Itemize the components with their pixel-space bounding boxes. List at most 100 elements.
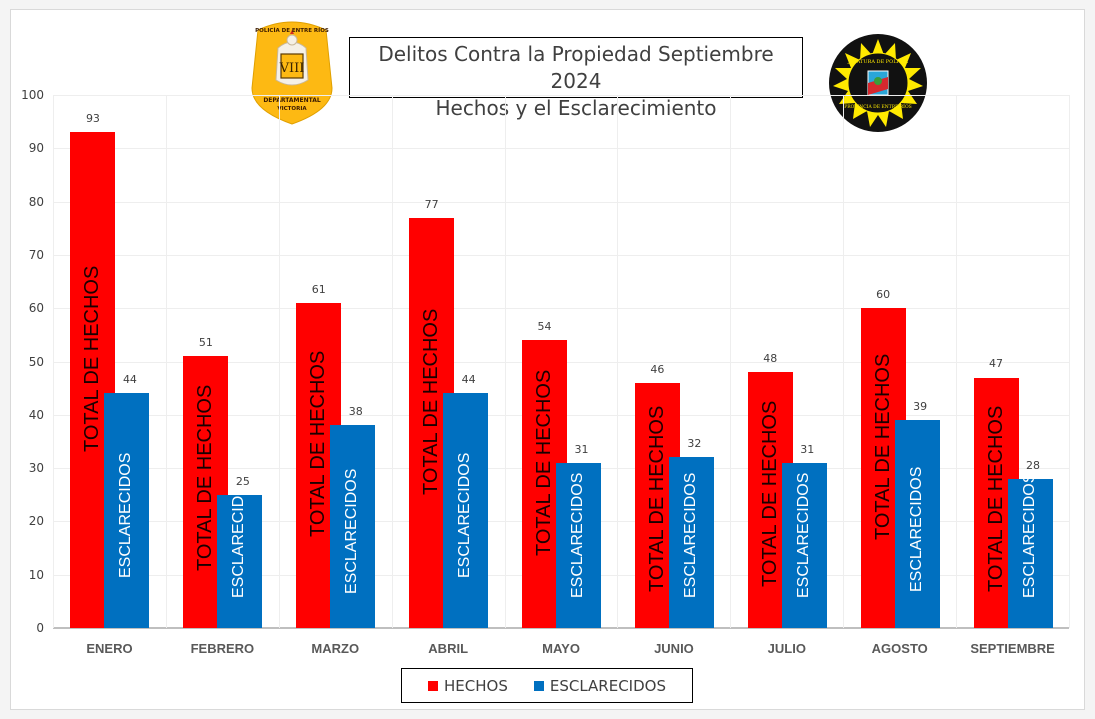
bar-esclarecidos-julio[interactable]: ESCLARECIDOS xyxy=(781,462,827,628)
bar-text-label: TOTAL DE HECHOS xyxy=(420,308,443,495)
bar-esclarecidos-enero[interactable]: ESCLARECIDOS xyxy=(104,393,150,628)
bar-text-label: TOTAL DE HECHOS xyxy=(871,353,894,540)
legend-swatch-hechos xyxy=(428,680,439,691)
value-label: 32 xyxy=(687,437,702,451)
value-label: 38 xyxy=(348,405,363,419)
vertical-gridline xyxy=(617,95,619,628)
gridline xyxy=(53,254,1069,256)
bar-inner: ESCLARECIDOS xyxy=(1008,479,1053,628)
bar-text-label: TOTAL DE HECHOS xyxy=(758,400,781,588)
value-label: 61 xyxy=(311,282,326,296)
bar-inner: ESCLARECIDOS xyxy=(217,495,262,628)
bar-esclarecidos-agosto[interactable]: ESCLARECIDOS xyxy=(894,420,940,628)
y-tick-label: 70 xyxy=(28,247,44,262)
police-departmental-badge-icon: VIII POLICÍA DE ENTRE RÍOS DEPARTAMENTAL… xyxy=(251,21,333,125)
bar-text-label: ESCLARECIDOS xyxy=(1020,478,1038,598)
vertical-gridline xyxy=(730,95,732,628)
y-tick-label: 60 xyxy=(28,301,44,316)
vertical-gridline xyxy=(504,95,506,628)
legend-label-esclarecidos: ESCLARECIDOS xyxy=(549,676,666,695)
value-label: 31 xyxy=(574,442,589,456)
bar-esclarecidos-febrero[interactable]: ESCLARECIDOS xyxy=(217,494,263,628)
x-category-label: MARZO xyxy=(311,641,360,656)
gridline xyxy=(53,308,1069,310)
bar-text-label: ESCLARECIDOS xyxy=(456,452,474,579)
gridline xyxy=(53,95,1069,96)
plot-area: TOTAL DE HECHOS 93 ESCLARECIDOS 44 TOTAL DE … xyxy=(53,95,1070,629)
bar-text-label: ESCLARECIDOS xyxy=(907,466,925,592)
bar-inner: ESCLARECIDOS xyxy=(104,393,149,628)
x-category-label: ENERO xyxy=(86,641,133,656)
bar-text-label: ESCLARECIDOS xyxy=(681,472,699,598)
svg-text:POLICÍA DE ENTRE RÍOS: POLICÍA DE ENTRE RÍOS xyxy=(255,26,329,34)
legend: HECHOS ESCLARECIDOS xyxy=(401,668,693,703)
y-tick-label: 30 xyxy=(28,461,44,476)
bar-text-label: ESCLARECIDOS xyxy=(343,468,361,595)
x-category-label: SEPTIEMBRE xyxy=(970,641,1055,656)
value-label: 25 xyxy=(235,474,250,488)
x-category-label: ABRIL xyxy=(428,641,469,656)
value-label: 77 xyxy=(424,197,439,211)
vertical-gridline xyxy=(1069,95,1070,628)
value-label: 51 xyxy=(198,336,213,350)
bar-text-label: TOTAL DE HECHOS xyxy=(81,265,104,452)
y-tick-label: 50 xyxy=(28,354,44,369)
value-label: 60 xyxy=(876,288,891,302)
bar-text-label: ESCLARECIDOS xyxy=(230,494,248,598)
y-tick-label: 100 xyxy=(21,88,44,102)
bar-text-label: TOTAL DE HECHOS xyxy=(307,350,330,538)
bar-inner: ESCLARECIDOS xyxy=(330,425,375,628)
svg-text:VIII: VIII xyxy=(279,61,305,76)
y-tick-label: 40 xyxy=(28,407,44,422)
gridline xyxy=(53,201,1069,203)
bar-inner: ESCLARECIDOS xyxy=(556,463,601,628)
bar-text-label: TOTAL DE HECHOS xyxy=(194,384,217,572)
legend-item-esclarecidos: ESCLARECIDOS xyxy=(533,676,666,695)
bar-inner: ESCLARECIDOS xyxy=(443,393,488,628)
x-axis-line xyxy=(53,627,1069,629)
svg-text:PROVINCIA DE ENTRE RÍOS: PROVINCIA DE ENTRE RÍOS xyxy=(844,103,911,110)
value-label: 47 xyxy=(989,357,1004,371)
x-category-label: JUNIO xyxy=(654,641,694,656)
x-category-label: FEBRERO xyxy=(190,641,255,656)
bar-esclarecidos-mayo[interactable]: ESCLARECIDOS xyxy=(556,462,601,628)
svg-text:VICTORIA: VICTORIA xyxy=(277,106,307,112)
value-label: 39 xyxy=(913,400,928,414)
x-category-label: JULIO xyxy=(767,641,806,656)
gridline xyxy=(53,148,1069,150)
chart-title-line1: Delitos Contra la Propiedad Septiembre 2… xyxy=(378,42,774,93)
y-tick-label: 20 xyxy=(28,514,44,529)
vertical-gridline xyxy=(391,95,393,628)
vertical-gridline xyxy=(843,95,845,628)
bar-text-label: ESCLARECIDOS xyxy=(794,472,812,598)
value-label: 44 xyxy=(461,373,476,387)
bar-esclarecidos-septiembre[interactable]: ESCLARECIDOS xyxy=(1007,478,1053,628)
value-label: 48 xyxy=(763,352,778,366)
bar-esclarecidos-marzo[interactable]: ESCLARECIDOS xyxy=(330,425,376,628)
value-label: 31 xyxy=(800,442,815,456)
x-category-label: MAYO xyxy=(542,641,580,656)
value-label: 44 xyxy=(122,373,137,387)
svg-text:DEPARTAMENTAL: DEPARTAMENTAL xyxy=(263,97,321,104)
bar-text-label: TOTAL DE HECHOS xyxy=(645,405,668,592)
value-label: 28 xyxy=(1026,458,1041,472)
legend-label-hechos: HECHOS xyxy=(444,676,508,695)
legend-item-hechos: HECHOS xyxy=(428,677,508,695)
jefatura-policia-seal-icon: JEFATURA DE POLICÍA PROVINCIA DE ENTRE R… xyxy=(829,34,927,132)
vertical-gridline xyxy=(956,95,958,628)
x-category-label: AGOSTO xyxy=(871,641,928,656)
y-tick-label: 90 xyxy=(28,141,44,156)
y-tick-label: 80 xyxy=(28,194,44,209)
bar-esclarecidos-junio[interactable]: ESCLARECIDOS xyxy=(668,457,714,628)
value-label: 54 xyxy=(537,320,552,334)
svg-text:JEFATURA DE POLICÍA: JEFATURA DE POLICÍA xyxy=(847,58,908,65)
vertical-gridline xyxy=(53,95,54,628)
value-label: 46 xyxy=(650,362,665,376)
bar-text-label: ESCLARECIDOS xyxy=(569,472,586,598)
chart-title: Delitos Contra la Propiedad Septiembre 2… xyxy=(349,37,803,120)
y-tick-label: 10 xyxy=(28,567,44,582)
vertical-gridline xyxy=(165,95,167,628)
bar-text-label: ESCLARECIDOS xyxy=(117,452,135,579)
bar-esclarecidos-abril[interactable]: ESCLARECIDOS xyxy=(443,393,489,628)
bar-inner: ESCLARECIDOS xyxy=(782,463,827,628)
